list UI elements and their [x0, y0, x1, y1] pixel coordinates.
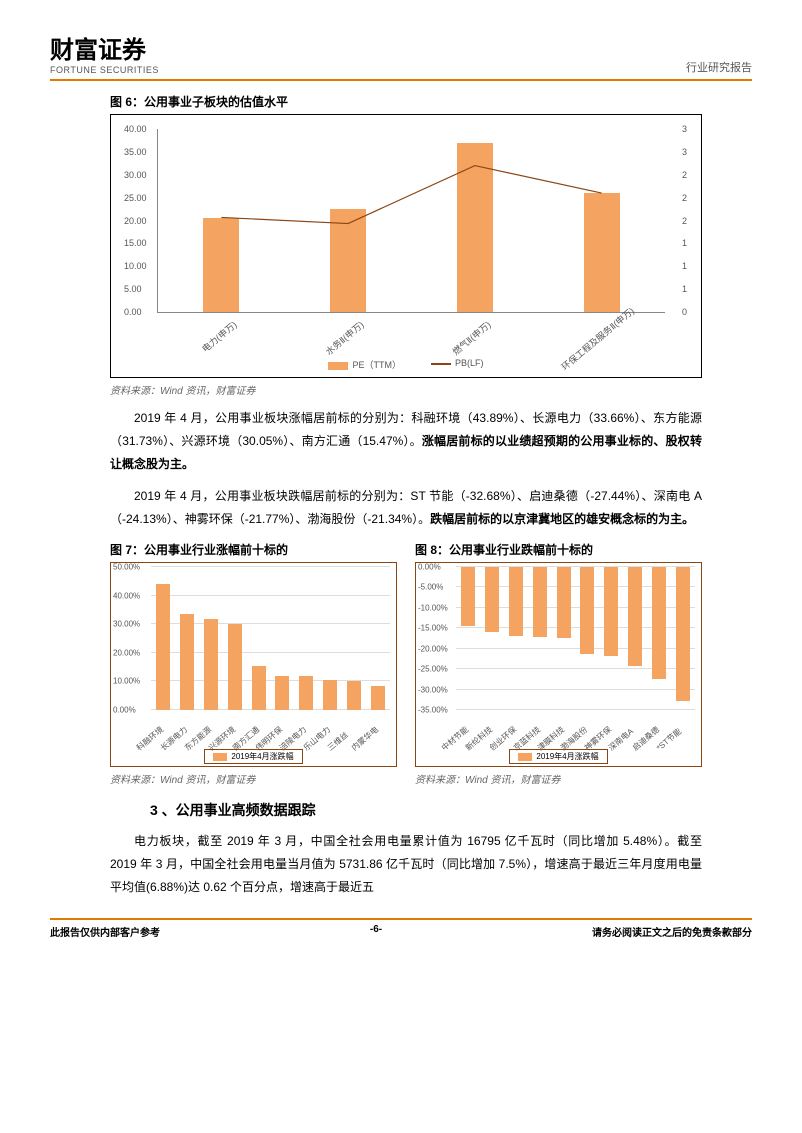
- section-3-title: 3 、公用事业高频数据跟踪: [150, 800, 702, 820]
- figure8-title: 图 8：公用事业行业跌幅前十标的: [415, 541, 702, 558]
- bar: [652, 567, 666, 679]
- bar: [180, 614, 194, 710]
- footer-center: -6-: [370, 924, 382, 939]
- header-category: 行业研究报告: [686, 59, 752, 75]
- bar: [676, 567, 690, 701]
- footer-right: 请务必阅读正文之后的免责条款部分: [592, 924, 752, 939]
- bar: [371, 686, 385, 710]
- figure6-source: 资料来源：Wind 资讯，财富证券: [110, 382, 752, 397]
- figure6-title: 图 6：公用事业子板块的估值水平: [110, 93, 752, 110]
- bar: [485, 567, 499, 632]
- figure6-chart: 0.005.0010.0015.0020.0025.0030.0035.0040…: [110, 114, 702, 378]
- bar: [509, 567, 523, 636]
- bar: [580, 567, 594, 654]
- logo-en: FORTUNE SECURITIES: [50, 65, 159, 75]
- logo-cn: 财富证券: [50, 30, 159, 65]
- bar: [533, 567, 547, 637]
- bar: [228, 624, 242, 710]
- page-header: 财富证券 FORTUNE SECURITIES 行业研究报告: [50, 30, 752, 81]
- logo: 财富证券 FORTUNE SECURITIES: [50, 30, 159, 75]
- bar: [461, 567, 475, 626]
- figure7-source: 资料来源：Wind 资讯，财富证券: [110, 771, 397, 786]
- paragraph-2: 2019 年 4 月，公用事业板块跌幅居前标的分别为：ST 节能（-32.68%…: [110, 485, 702, 531]
- bar: [604, 567, 618, 656]
- paragraph-1: 2019 年 4 月，公用事业板块涨幅居前标的分别为：科融环境（43.89%）、…: [110, 407, 702, 475]
- paragraph-3: 电力板块，截至 2019 年 3 月，中国全社会用电量累计值为 16795 亿千…: [110, 830, 702, 898]
- bar: [156, 584, 170, 710]
- figure7-chart: 0.00%10.00%20.00%30.00%40.00%50.00%科融环境长…: [110, 562, 397, 767]
- bar: [347, 681, 361, 710]
- footer-left: 此报告仅供内部客户参考: [50, 924, 160, 939]
- figure7-title: 图 7：公用事业行业涨幅前十标的: [110, 541, 397, 558]
- page-footer: 此报告仅供内部客户参考 -6- 请务必阅读正文之后的免责条款部分: [50, 918, 752, 939]
- figure8-source: 资料来源：Wind 资讯，财富证券: [415, 771, 702, 786]
- bar: [628, 567, 642, 666]
- bar: [299, 676, 313, 710]
- bar: [204, 619, 218, 710]
- bar: [275, 676, 289, 710]
- bar: [557, 567, 571, 639]
- bar: [252, 666, 266, 710]
- bar: [323, 680, 337, 710]
- figure8-chart: -35.00%-30.00%-25.00%-20.00%-15.00%-10.0…: [415, 562, 702, 767]
